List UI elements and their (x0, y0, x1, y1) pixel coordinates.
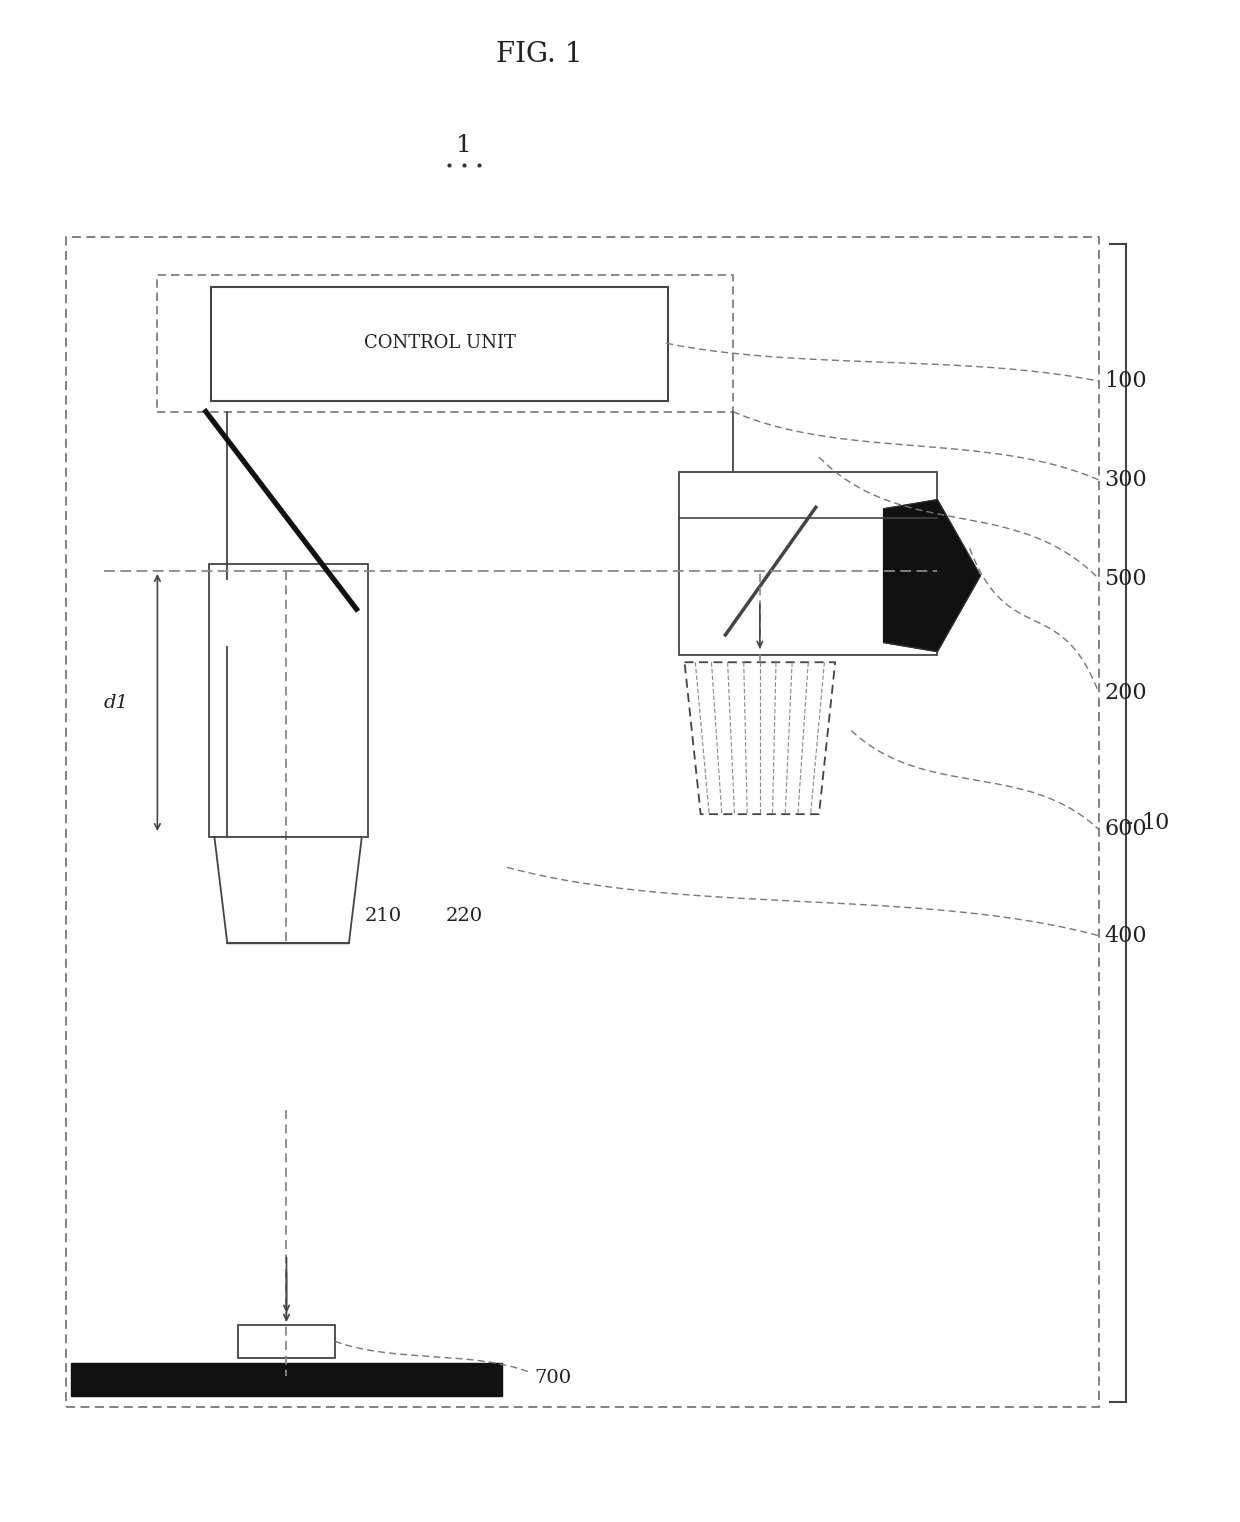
Text: 210: 210 (365, 907, 402, 925)
Text: 1: 1 (456, 134, 472, 157)
Text: 220: 220 (445, 907, 482, 925)
Bar (66, 237, 1099, 1406)
Text: 10: 10 (1142, 813, 1171, 834)
Bar (211, 288, 668, 400)
Bar (238, 1324, 335, 1358)
Text: 600: 600 (1104, 819, 1147, 840)
Text: 500: 500 (1104, 568, 1147, 589)
Polygon shape (684, 662, 836, 814)
Text: 400: 400 (1104, 925, 1147, 947)
Text: FIG. 1: FIG. 1 (496, 41, 583, 68)
Text: CONTROL UNIT: CONTROL UNIT (365, 335, 516, 352)
Bar (157, 275, 733, 411)
Text: 100: 100 (1104, 370, 1147, 393)
Text: 700: 700 (534, 1368, 572, 1387)
Text: 200: 200 (1104, 682, 1147, 703)
Polygon shape (884, 499, 981, 651)
Text: 300: 300 (1104, 469, 1147, 492)
Bar (210, 563, 368, 837)
Bar (680, 472, 937, 654)
Bar (72, 1362, 502, 1396)
Text: d1: d1 (104, 694, 129, 712)
Polygon shape (215, 837, 362, 944)
